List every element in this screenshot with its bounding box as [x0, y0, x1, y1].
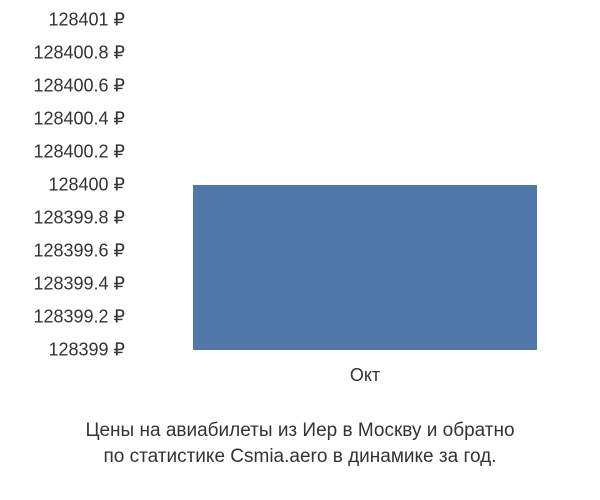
price-chart: 128401 ₽128400.8 ₽128400.6 ₽128400.4 ₽12…: [0, 20, 600, 380]
y-axis-labels: 128401 ₽128400.8 ₽128400.6 ₽128400.4 ₽12…: [0, 20, 135, 380]
bar: [193, 185, 536, 350]
y-tick-label: 128399.8 ₽: [33, 208, 125, 229]
plot-area: Окт: [145, 20, 585, 350]
x-tick-label: Окт: [350, 365, 380, 386]
y-tick-label: 128400 ₽: [48, 175, 125, 196]
y-tick-label: 128401 ₽: [48, 10, 125, 31]
y-tick-label: 128399.2 ₽: [33, 307, 125, 328]
y-tick-label: 128399.6 ₽: [33, 241, 125, 262]
chart-caption-line2: по статистике Csmia.aero в динамике за г…: [0, 444, 600, 470]
y-tick-label: 128400.6 ₽: [33, 76, 125, 97]
y-tick-label: 128400.2 ₽: [33, 142, 125, 163]
y-tick-label: 128399 ₽: [48, 340, 125, 361]
y-tick-label: 128400.8 ₽: [33, 43, 125, 64]
chart-caption-line1: Цены на авиабилеты из Иер в Москву и обр…: [0, 418, 600, 444]
y-tick-label: 128399.4 ₽: [33, 274, 125, 295]
y-tick-label: 128400.4 ₽: [33, 109, 125, 130]
